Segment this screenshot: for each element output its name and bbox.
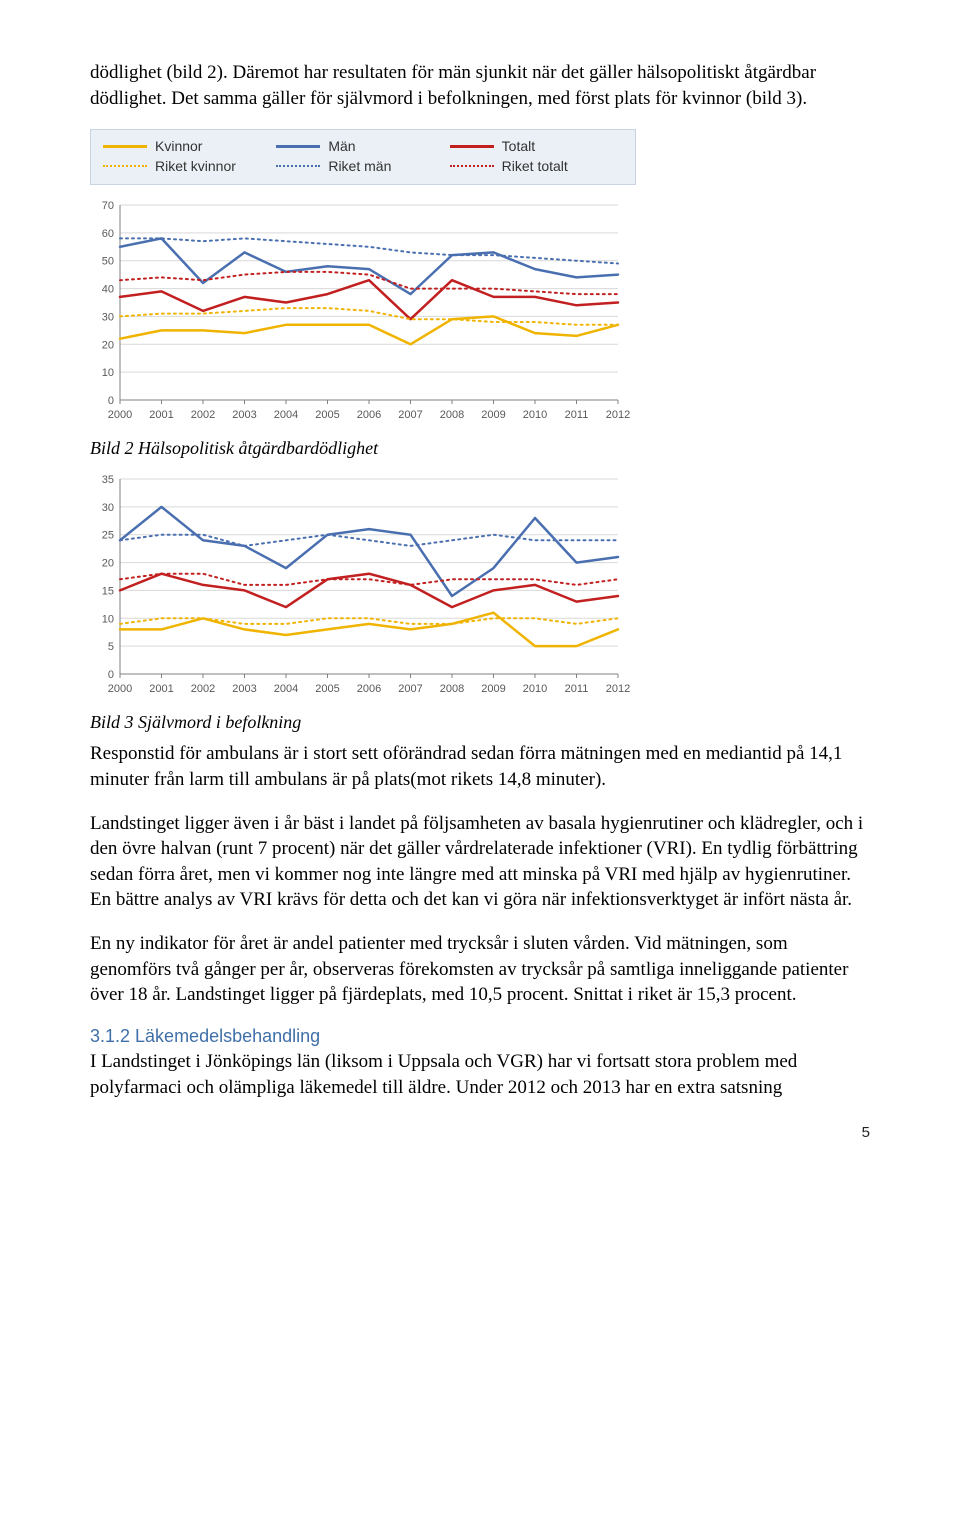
svg-text:70: 70 bbox=[102, 200, 114, 212]
legend-item: Män bbox=[276, 136, 449, 156]
svg-text:2006: 2006 bbox=[357, 409, 381, 421]
svg-text:10: 10 bbox=[102, 367, 114, 379]
legend-item: Totalt bbox=[450, 136, 623, 156]
svg-text:20: 20 bbox=[102, 340, 114, 352]
paragraph-responstid: Responstid för ambulans är i stort sett … bbox=[90, 741, 870, 792]
svg-text:5: 5 bbox=[108, 641, 114, 653]
svg-text:50: 50 bbox=[102, 256, 114, 268]
svg-text:40: 40 bbox=[102, 284, 114, 296]
svg-text:0: 0 bbox=[108, 669, 114, 681]
paragraph-lakemedel: I Landstinget i Jönköpings län (liksom i… bbox=[90, 1049, 870, 1100]
svg-text:2007: 2007 bbox=[398, 683, 422, 695]
svg-text:25: 25 bbox=[102, 530, 114, 542]
paragraph-trycksar: En ny indikator för året är andel patien… bbox=[90, 931, 870, 1008]
page-number: 5 bbox=[90, 1124, 870, 1141]
svg-text:15: 15 bbox=[102, 586, 114, 598]
svg-text:2007: 2007 bbox=[398, 409, 422, 421]
chart-legend: KvinnorMänTotalt Riket kvinnorRiket mänRi… bbox=[90, 129, 636, 185]
svg-text:2001: 2001 bbox=[149, 409, 173, 421]
paragraph-hygien: Landstinget ligger även i år bäst i land… bbox=[90, 811, 870, 914]
svg-text:30: 30 bbox=[102, 312, 114, 324]
svg-text:2012: 2012 bbox=[606, 683, 630, 695]
legend-item: Riket kvinnor bbox=[103, 156, 276, 176]
chart-2-caption: Bild 2 Hälsopolitisk åtgärdbardödlighet bbox=[90, 438, 870, 459]
svg-text:2003: 2003 bbox=[232, 683, 256, 695]
svg-text:2005: 2005 bbox=[315, 683, 339, 695]
svg-text:2009: 2009 bbox=[481, 409, 505, 421]
svg-text:2000: 2000 bbox=[108, 683, 132, 695]
svg-text:2001: 2001 bbox=[149, 683, 173, 695]
svg-text:2008: 2008 bbox=[440, 683, 464, 695]
svg-text:2011: 2011 bbox=[565, 409, 589, 421]
svg-text:2000: 2000 bbox=[108, 409, 132, 421]
svg-text:0: 0 bbox=[108, 395, 114, 407]
svg-text:2010: 2010 bbox=[523, 409, 547, 421]
svg-text:2006: 2006 bbox=[357, 683, 381, 695]
chart-3-caption: Bild 3 Självmord i befolkning bbox=[90, 712, 870, 733]
svg-text:2003: 2003 bbox=[232, 409, 256, 421]
svg-text:60: 60 bbox=[102, 228, 114, 240]
section-heading: 3.1.2 Läkemedelsbehandling bbox=[90, 1026, 870, 1047]
svg-text:2008: 2008 bbox=[440, 409, 464, 421]
legend-item: Kvinnor bbox=[103, 136, 276, 156]
svg-text:10: 10 bbox=[102, 614, 114, 626]
svg-text:20: 20 bbox=[102, 558, 114, 570]
svg-text:2005: 2005 bbox=[315, 409, 339, 421]
svg-text:2011: 2011 bbox=[565, 683, 589, 695]
svg-text:30: 30 bbox=[102, 502, 114, 514]
svg-text:2012: 2012 bbox=[606, 409, 630, 421]
svg-text:2010: 2010 bbox=[523, 683, 547, 695]
svg-text:2002: 2002 bbox=[191, 409, 215, 421]
svg-text:35: 35 bbox=[102, 474, 114, 486]
svg-text:2004: 2004 bbox=[274, 683, 298, 695]
legend-item: Riket totalt bbox=[450, 156, 623, 176]
intro-paragraph: dödlighet (bild 2). Däremot har resultat… bbox=[90, 60, 870, 111]
chart-2: 0 10 20 30 40 50 60 70 2000 2001 2002 2003 2004 2005 2… bbox=[90, 195, 870, 430]
legend-item: Riket män bbox=[276, 156, 449, 176]
svg-text:2004: 2004 bbox=[274, 409, 298, 421]
chart-3: 0 5 10 15 20 25 30 35 2000 2001 2002 2003 2004 2005 20… bbox=[90, 469, 870, 704]
svg-text:2009: 2009 bbox=[481, 683, 505, 695]
svg-text:2002: 2002 bbox=[191, 683, 215, 695]
